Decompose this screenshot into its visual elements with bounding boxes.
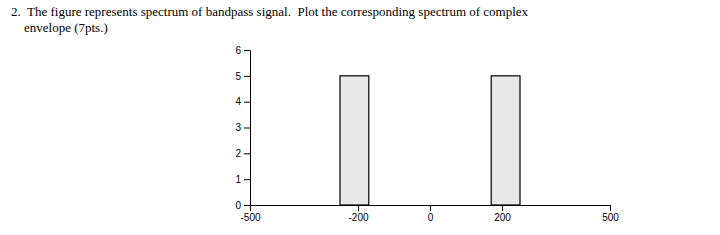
- y-tick-mark: [244, 76, 250, 77]
- title: 2. The figure represents spectrum of ban…: [11, 4, 529, 19]
- x-tick: 0: [428, 205, 434, 223]
- x-tick-mark: [430, 205, 431, 211]
- y-tick: 6: [235, 45, 250, 56]
- x-tick: -200: [348, 205, 368, 223]
- y-tick-mark: [244, 179, 250, 180]
- y-tick-mark: [244, 50, 250, 51]
- y-tick-label: 5: [235, 71, 241, 82]
- bar: [340, 76, 369, 205]
- y-tick: 1: [235, 174, 250, 185]
- y-tick-label: 1: [235, 174, 241, 185]
- y-tick: 5: [235, 71, 250, 82]
- x-tick-mark: [358, 205, 359, 211]
- bar: [491, 76, 520, 205]
- y-tick-mark: [244, 102, 250, 103]
- x-tick: 500: [602, 205, 619, 223]
- y-tick: 2: [235, 148, 250, 159]
- y-tick-mark: [244, 153, 250, 154]
- x-axis-line: [251, 206, 611, 212]
- y-tick-label: 0: [235, 200, 241, 211]
- x-tick: 200: [494, 205, 511, 223]
- y-tick-label: 4: [235, 96, 241, 107]
- y-tick-label: 6: [235, 45, 241, 56]
- y-tick: 4: [235, 96, 250, 107]
- chart: 2. The figure represents spectrum of ban…: [0, 0, 720, 235]
- x-axis: -500 -200 0 200 500: [240, 205, 619, 223]
- y-tick: 0: [235, 200, 250, 211]
- y-tick-mark: [244, 128, 250, 129]
- x-tick-mark: [610, 205, 611, 211]
- subtitle: envelope (7pts.): [11, 20, 108, 35]
- x-tick-label: -500: [240, 212, 260, 223]
- x-tick-label: -200: [348, 212, 368, 223]
- x-tick-label: 0: [428, 212, 434, 223]
- x-tick-label: 500: [602, 212, 619, 223]
- y-tick-mark: [244, 205, 250, 206]
- y-tick-label: 2: [235, 148, 241, 159]
- x-tick-mark: [502, 205, 503, 211]
- marks: [340, 76, 520, 205]
- y-axis: 0 1 2 3 4 5 6: [235, 45, 250, 211]
- y-axis-line: [244, 51, 251, 206]
- x-tick-label: 200: [494, 212, 511, 223]
- y-tick: 3: [235, 122, 250, 133]
- x-tick: -500: [240, 205, 260, 223]
- y-tick-label: 3: [235, 122, 241, 133]
